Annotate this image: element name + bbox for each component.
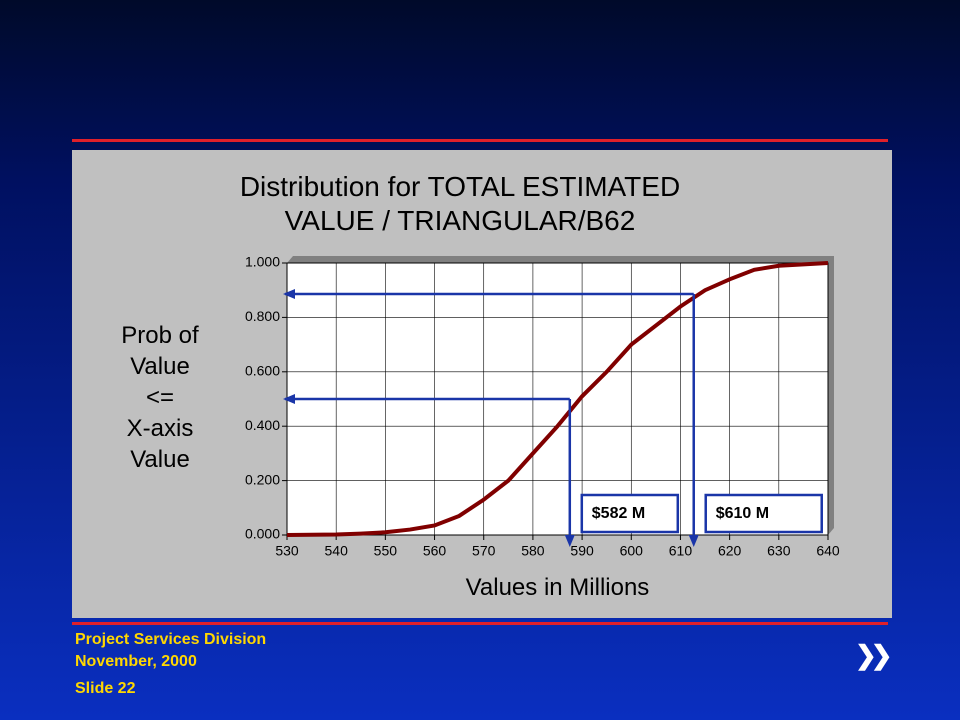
annotation-box	[580, 493, 680, 534]
arrow-head	[564, 535, 575, 547]
x-tick-label: 630	[767, 543, 791, 559]
footer-date: November, 2000	[75, 653, 197, 670]
x-tick-label: 600	[620, 543, 644, 559]
y-tick-label: 0.400	[245, 417, 280, 433]
rule	[72, 139, 888, 142]
y-tick-label: 0.000	[245, 526, 280, 542]
y-tick-label: 0.200	[245, 471, 280, 487]
y-axis-label: Prob of Value <= X-axis Value	[121, 322, 199, 473]
arrow-head	[283, 289, 295, 300]
x-axis-label: Values in Millions	[465, 574, 650, 601]
x-tick-label: 640	[816, 543, 840, 559]
arrow-head	[688, 535, 699, 547]
chart-title: Distribution for TOTAL ESTIMATED VALUE /…	[239, 171, 681, 236]
x-tick-label: 570	[472, 543, 496, 559]
y-tick-label: 0.800	[245, 308, 280, 324]
annotation-box	[704, 493, 823, 534]
x-tick-label: 540	[325, 543, 349, 559]
y-tick-label: 0.600	[245, 363, 280, 379]
curve	[286, 261, 829, 537]
x-tick-label: 620	[718, 543, 742, 559]
annotation-label: $582 M	[592, 505, 645, 522]
rule	[72, 622, 888, 625]
y-tick-label: 1.000	[245, 254, 280, 270]
x-tick-label: 550	[374, 543, 398, 559]
annotation-label: $610 M	[716, 505, 769, 522]
x-tick-label: 530	[275, 543, 299, 559]
x-tick-label: 590	[570, 543, 594, 559]
nav-icon[interactable]: ❯❯	[855, 640, 892, 670]
arrow-head	[283, 394, 295, 404]
x-tick-label: 560	[423, 543, 447, 559]
footer-slide: Slide 22	[75, 680, 136, 697]
x-tick-label: 610	[669, 543, 693, 559]
footer-division: Project Services Division	[75, 631, 267, 648]
x-tick-label: 580	[521, 543, 545, 559]
